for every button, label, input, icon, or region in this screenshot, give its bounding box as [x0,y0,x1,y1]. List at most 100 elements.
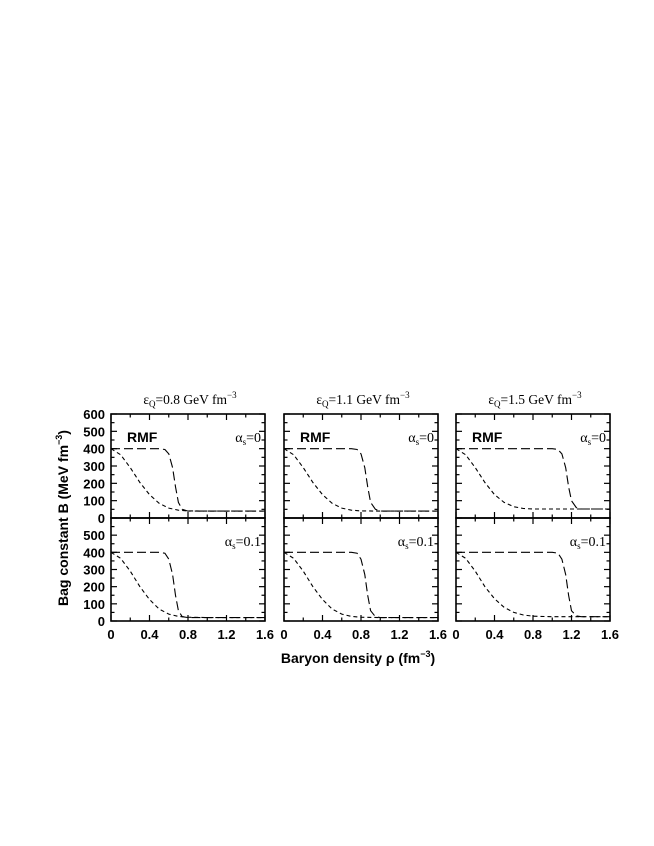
y-tick-label-text: 100 [83,494,105,509]
y-tick-label: 600 [83,407,105,422]
y-tick-label: 100 [83,494,105,509]
y-tick-label: 500 [83,528,105,543]
model-label-text: RMF [127,429,158,445]
y-tick-label: 0 [98,511,105,526]
alpha-value: =0 [246,431,261,446]
y-tick-label-text: 500 [83,528,105,543]
model-label-text: RMF [472,429,503,445]
y-tick-label: 0 [98,614,105,629]
curve-long-dash [111,551,265,619]
panel-frame [283,517,439,622]
title-text: =1.5 GeV fm [501,392,573,407]
alpha-symbol: α [570,535,578,550]
x-tick-label: 0.8 [352,627,370,642]
x-axis-label: Baryon density ρ (fm−3) [281,649,435,666]
y-tick-label-text: 400 [83,545,105,560]
y-tick-label-text: 0 [98,614,105,629]
title-subscript: Q [322,399,329,409]
alpha-symbol: α [398,535,406,550]
y-tick-label-text: 100 [83,597,105,612]
y-axis-label: Bag constant B (MeV fm−3) [54,430,71,606]
model-label: RMF [472,429,503,445]
y-ticks [284,413,438,519]
alpha-subscript: s [588,437,592,447]
x-tick-label: 0 [452,627,459,642]
title-epsilon: ε [143,392,149,407]
panel-r1-c1: αs=0.1 [283,517,439,622]
alpha-symbol: α [225,535,233,550]
y-tick-label: 100 [83,597,105,612]
x-tick-label: 0.8 [524,627,542,642]
column-title: εQ=1.1 GeV fm−3 [316,390,410,409]
y-ticks [456,413,610,519]
y-tick-label-text: 300 [83,459,105,474]
x-tick-label-text: 0.8 [179,627,197,642]
x-ticks [455,518,611,621]
x-ticks [283,518,439,621]
x-ticks [455,414,611,518]
x-tick-label-text: 0 [107,627,114,642]
x-tick-label-text: 1.6 [429,627,447,642]
labels-layer: εQ=0.8 GeV fm−3 εQ=1.1 GeV fm−3 εQ=1.5 GeV… [54,390,619,666]
x-tick-label: 0.4 [140,627,159,642]
title-subscript: Q [149,399,156,409]
x-tick-label: 0.8 [179,627,197,642]
x-tick-label: 0 [280,627,287,642]
y-tick-label: 200 [83,580,105,595]
x-tick-label: 1.2 [562,627,580,642]
alpha-symbol: α [580,431,588,446]
title-subscript: Q [494,399,501,409]
x-tick-label: 1.6 [429,627,447,642]
x-tick-label-text: 1.6 [256,627,274,642]
alpha-value: =0 [419,431,434,446]
x-tick-label-text: 1.2 [562,627,580,642]
y-tick-label: 400 [83,545,105,560]
x-tick-label: 1.6 [601,627,619,642]
title-superscript: −3 [572,390,582,400]
alpha-value: =0.1 [581,535,606,550]
x-tick-label-text: 0 [452,627,459,642]
y-tick-label-text: 300 [83,563,105,578]
y-axis-label-text: Bag constant B (MeV fm [55,445,71,606]
alpha-subscript: s [405,541,409,551]
curve-long-dash [284,448,438,512]
x-tick-label: 1.2 [217,627,235,642]
column-title: εQ=1.5 GeV fm−3 [488,390,582,409]
y-tick-label: 200 [83,476,105,491]
panel-r1-c2: αs=0.1 [455,517,611,622]
curve-long-dash [284,551,438,619]
x-tick-label-text: 0.8 [524,627,542,642]
y-tick-label-text: 400 [83,442,105,457]
x-axis-label-sup: −3 [420,649,430,659]
alpha-label: αs=0 [408,431,434,447]
x-tick-label-text: 0.4 [140,627,159,642]
model-label: RMF [127,429,158,445]
title-superscript: −3 [227,390,237,400]
x-ticks [110,414,266,518]
alpha-subscript: s [577,541,581,551]
y-tick-label-text: 600 [83,407,105,422]
x-tick-label-text: 1.2 [390,627,408,642]
y-ticks [111,413,265,519]
alpha-label: αs=0 [235,431,261,447]
panel-r0-c0: RMF αs=0 [110,413,266,519]
alpha-symbol: α [235,431,243,446]
alpha-label: αs=0.1 [398,535,434,551]
y-tick-label: 500 [83,424,105,439]
column-title: εQ=0.8 GeV fm−3 [143,390,237,409]
y-tick-label-text: 200 [83,476,105,491]
curve-short-dash [455,448,610,510]
curve-long-dash [456,551,610,618]
x-tick-label: 1.6 [256,627,274,642]
panels-layer: RMF αs=0 RMF αs=0 RMF αs=0αs=0.1 αs=0.1 αs=0.1 [110,413,611,622]
y-tick-label-text: 200 [83,580,105,595]
title-superscript: −3 [400,390,410,400]
alpha-value: =0.1 [236,535,261,550]
alpha-label: αs=0.1 [225,535,261,551]
y-tick-label: 400 [83,442,105,457]
model-label-text: RMF [300,429,331,445]
curve-short-dash [110,448,265,512]
alpha-label: αs=0.1 [570,535,606,551]
curve-short-dash [110,551,265,619]
